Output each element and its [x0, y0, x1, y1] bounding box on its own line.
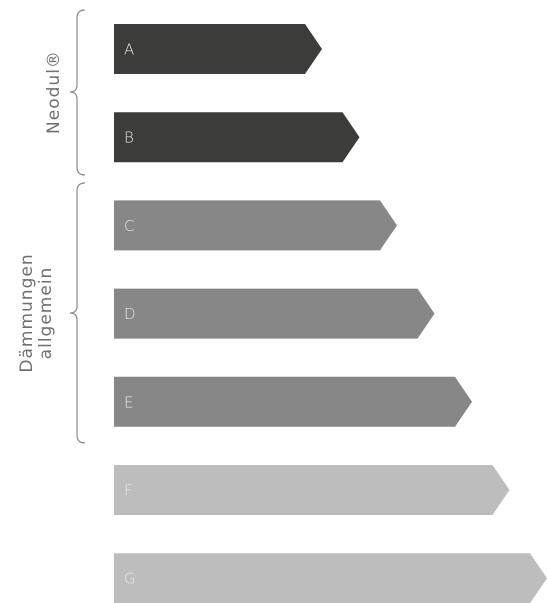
group-brace: [69, 9, 86, 176]
group-brace: [69, 182, 86, 444]
class-arrow: [114, 288, 435, 339]
class-arrow: [114, 200, 397, 251]
group-label: Dämmungen: [17, 253, 37, 372]
arrow-label: C: [124, 217, 134, 235]
class-arrow: [114, 465, 510, 515]
class-arrow: [114, 553, 547, 603]
arrow-label: B: [124, 129, 134, 147]
arrow-label: F: [124, 482, 133, 500]
class-arrow: [114, 112, 360, 163]
arrow-label: E: [124, 393, 133, 411]
arrow-label: A: [124, 41, 134, 59]
group-label: Neodul®: [44, 50, 64, 134]
class-arrow: [114, 376, 472, 427]
arrow-label: G: [124, 570, 136, 588]
class-arrow: [114, 24, 322, 74]
arrow-label: D: [124, 305, 136, 323]
group-label: allgemein: [36, 267, 56, 360]
